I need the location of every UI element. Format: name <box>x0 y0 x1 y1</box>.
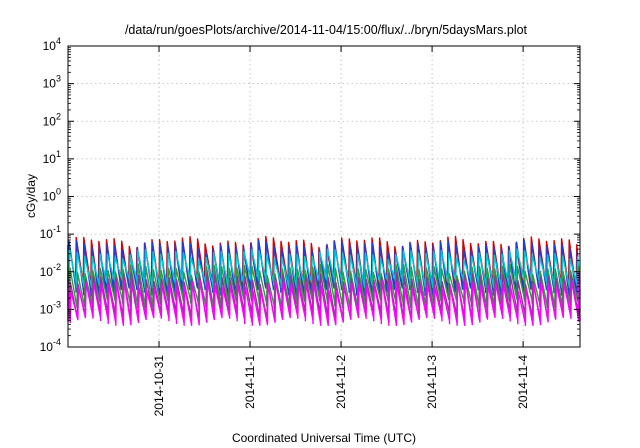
x-tick-label: 2014-11-4 <box>516 355 530 409</box>
x-tick-label: 2014-11-3 <box>425 355 439 409</box>
y-tick-label: 10-3 <box>40 299 61 316</box>
y-tick-label: 10-2 <box>40 262 61 279</box>
x-tick-label: 2014-10-31 <box>152 355 166 417</box>
y-tick-label: 102 <box>43 111 61 128</box>
y-tick-label: 101 <box>43 149 61 166</box>
y-axis-label: cGy/day <box>24 174 38 218</box>
axis-ticks: 10-4 10-3 10-2 10-1 100 101 102 103 104 2014-10-3… <box>40 36 580 416</box>
x-axis-label: Coordinated Universal Time (UTC) <box>232 431 416 445</box>
chart-title: /data/run/goesPlots/archive/2014-11-04/1… <box>125 23 528 37</box>
series-line <box>67 248 581 289</box>
y-tick-label: 103 <box>43 74 61 91</box>
series-line <box>67 279 581 327</box>
grid <box>68 46 580 347</box>
y-tick-label: 104 <box>43 36 61 53</box>
y-tick-label: 10-1 <box>40 224 61 241</box>
y-tick-label: 10-4 <box>40 337 61 354</box>
x-tick-label: 2014-11-1 <box>243 355 257 409</box>
y-tick-label: 100 <box>43 187 61 204</box>
x-tick-label: 2014-11-2 <box>334 355 348 409</box>
series-group <box>67 235 581 327</box>
